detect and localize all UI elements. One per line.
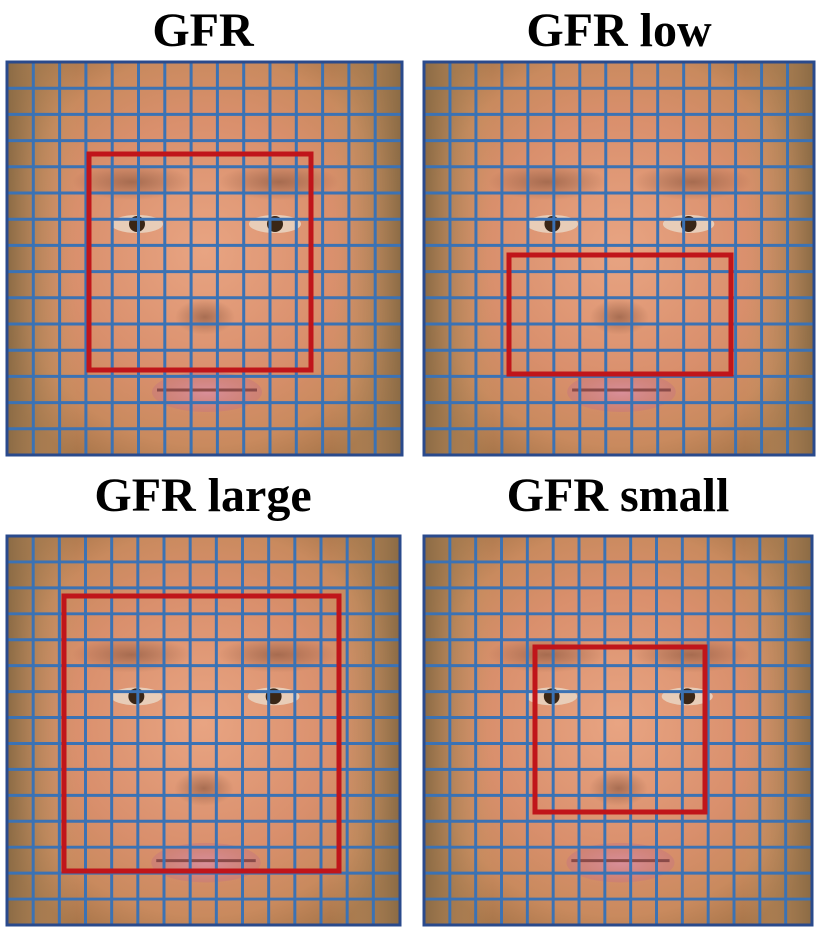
- brow-shade: [72, 164, 192, 200]
- nose-shade: [175, 299, 235, 335]
- brow-shade: [217, 636, 338, 673]
- panel-border: [422, 60, 816, 457]
- brow-shade: [488, 164, 607, 200]
- panel-title: GFR: [152, 4, 255, 57]
- nose-shade: [589, 770, 648, 807]
- brow-shade: [71, 636, 192, 673]
- brow-shade: [219, 164, 339, 200]
- face-panel: [422, 534, 814, 927]
- panel-border: [5, 60, 404, 457]
- hair-right: [743, 536, 812, 925]
- hair-right: [744, 62, 814, 455]
- face-image: [424, 536, 812, 926]
- panel-border: [422, 534, 814, 927]
- panel-title: GFR large: [94, 469, 311, 522]
- face-panel: [5, 60, 404, 457]
- lips: [152, 372, 262, 412]
- brow-shade: [487, 636, 606, 673]
- region-box: [532, 644, 708, 815]
- lips: [151, 842, 261, 883]
- region-box: [61, 593, 342, 874]
- face-panel: [5, 534, 402, 927]
- nose-shade: [174, 770, 234, 807]
- region-box: [86, 151, 314, 373]
- nose-shade: [589, 299, 650, 335]
- brow-shade: [632, 636, 751, 673]
- hair-left: [7, 62, 77, 455]
- hair-left: [424, 536, 493, 925]
- hair-right: [332, 62, 402, 455]
- panel-title: GFR small: [507, 469, 730, 522]
- hair-right: [330, 536, 400, 925]
- panel-title: GFR low: [526, 4, 712, 57]
- face-image: [7, 62, 402, 455]
- lips: [567, 372, 676, 412]
- brow-shade: [633, 164, 752, 200]
- hair-left: [424, 62, 494, 455]
- face-panel: [422, 60, 816, 457]
- region-box: [506, 252, 734, 377]
- panel-border: [5, 534, 402, 927]
- face-image: [424, 62, 815, 455]
- lips: [566, 842, 675, 883]
- face-image: [7, 536, 400, 926]
